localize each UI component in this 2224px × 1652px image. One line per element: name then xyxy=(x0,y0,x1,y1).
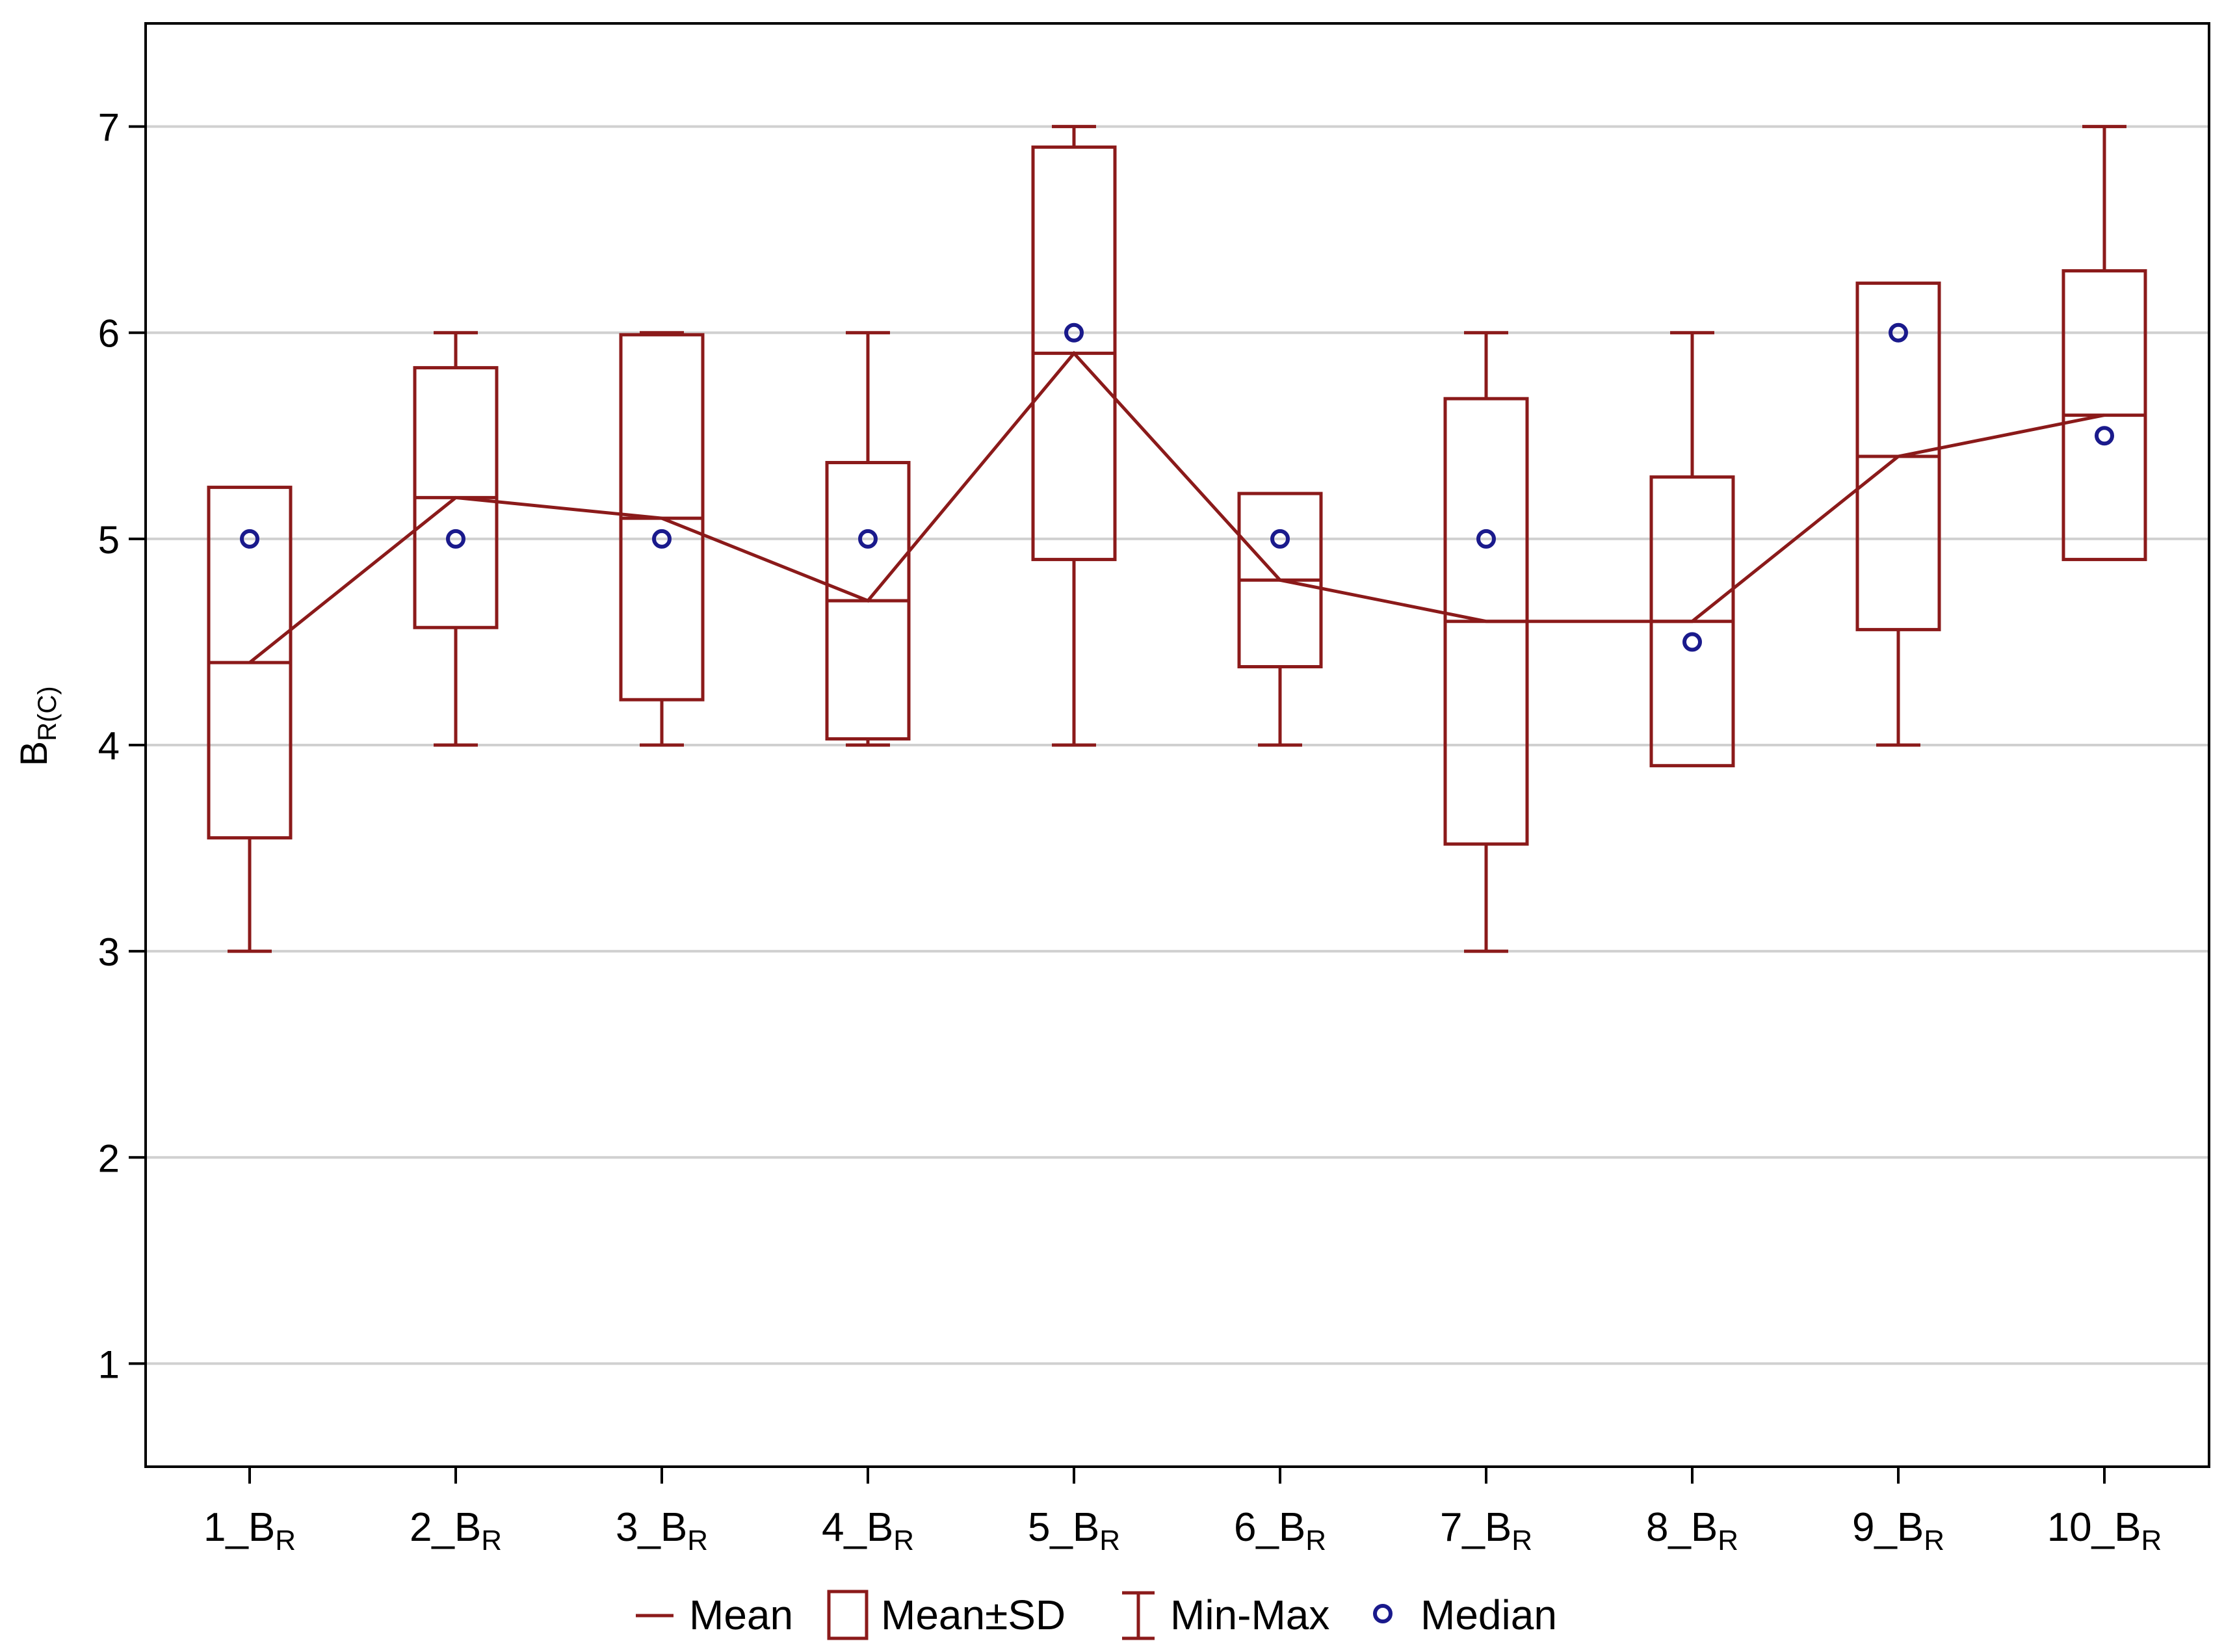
whisker-8 xyxy=(1670,331,1714,477)
y-tick-label-1: 1 xyxy=(98,1343,120,1386)
min-max-whiskers xyxy=(228,125,2126,953)
legend-mean-label: Mean xyxy=(689,1592,793,1638)
mean-trend-line xyxy=(248,350,2105,664)
x-tick-label-5: 5_BR xyxy=(1028,1505,1120,1556)
whisker-10 xyxy=(2082,125,2126,271)
whisker-9 xyxy=(1876,629,1920,747)
x-tick-label-3: 3_BR xyxy=(616,1505,708,1556)
median-point-4 xyxy=(858,529,878,549)
y-axis-label: BR(C) xyxy=(13,686,62,766)
whisker-7 xyxy=(1464,331,1508,953)
y-tick-label-4: 4 xyxy=(98,724,120,768)
median-point-2 xyxy=(446,529,465,549)
mean-sd-boxes xyxy=(207,145,2147,846)
x-tick-label-6: 6_BR xyxy=(1234,1505,1326,1556)
y-tick-label-2: 2 xyxy=(98,1136,120,1180)
legend-min-max-label: Min-Max xyxy=(1170,1592,1329,1638)
y-tick-label-5: 5 xyxy=(98,518,120,562)
y-tick-label-3: 3 xyxy=(98,930,120,974)
median-point-10 xyxy=(2095,426,2114,446)
x-tick-label-2: 2_BR xyxy=(410,1505,502,1556)
whisker-4 xyxy=(846,331,890,747)
median-point-5 xyxy=(1064,322,1084,343)
y-axis-label-sub: R(C) xyxy=(33,686,62,741)
mean-markers xyxy=(209,350,2145,664)
y-tick-label-7: 7 xyxy=(98,106,120,150)
median-markers xyxy=(240,322,2114,652)
median-point-9 xyxy=(1889,322,1908,343)
median-point-6 xyxy=(1270,529,1290,549)
x-tick-label-9: 9_BR xyxy=(1852,1505,1944,1556)
legend: Mean Mean±SD Min-Max Median xyxy=(636,1590,1557,1640)
whisker-2 xyxy=(434,331,478,747)
legend-median-label: Median xyxy=(1420,1592,1557,1638)
whisker-6 xyxy=(1258,666,1302,747)
x-tick-label-10: 10_BR xyxy=(2047,1505,2162,1556)
median-point-1 xyxy=(240,529,259,549)
x-axis-ticks: 1_BR 2_BR 3_BR 4_BR 5_BR 6_BR 7_BR 8_BR 9_BR 10_B… xyxy=(203,1467,2162,1556)
legend-min-max-swatch xyxy=(1122,1591,1155,1640)
y-tick-label-6: 6 xyxy=(98,312,120,356)
grid-lines xyxy=(146,125,2209,1365)
median-point-3 xyxy=(652,529,672,549)
whisker-5 xyxy=(1052,125,1096,747)
x-tick-label-1: 1_BR xyxy=(203,1505,296,1556)
x-tick-label-8: 8_BR xyxy=(1646,1505,1738,1556)
whisker-1 xyxy=(228,837,272,953)
legend-mean-sd-swatch xyxy=(827,1590,869,1640)
x-tick-label-4: 4_BR xyxy=(822,1505,914,1556)
y-axis-ticks: 1 2 3 4 5 6 7 xyxy=(98,106,146,1386)
legend-median-swatch xyxy=(1373,1604,1393,1623)
x-tick-label-7: 7_BR xyxy=(1440,1505,1532,1556)
legend-mean-sd-label: Mean±SD xyxy=(881,1592,1066,1638)
median-point-8 xyxy=(1682,632,1702,652)
median-point-7 xyxy=(1476,529,1496,549)
y-axis-label-main: B xyxy=(13,741,55,767)
